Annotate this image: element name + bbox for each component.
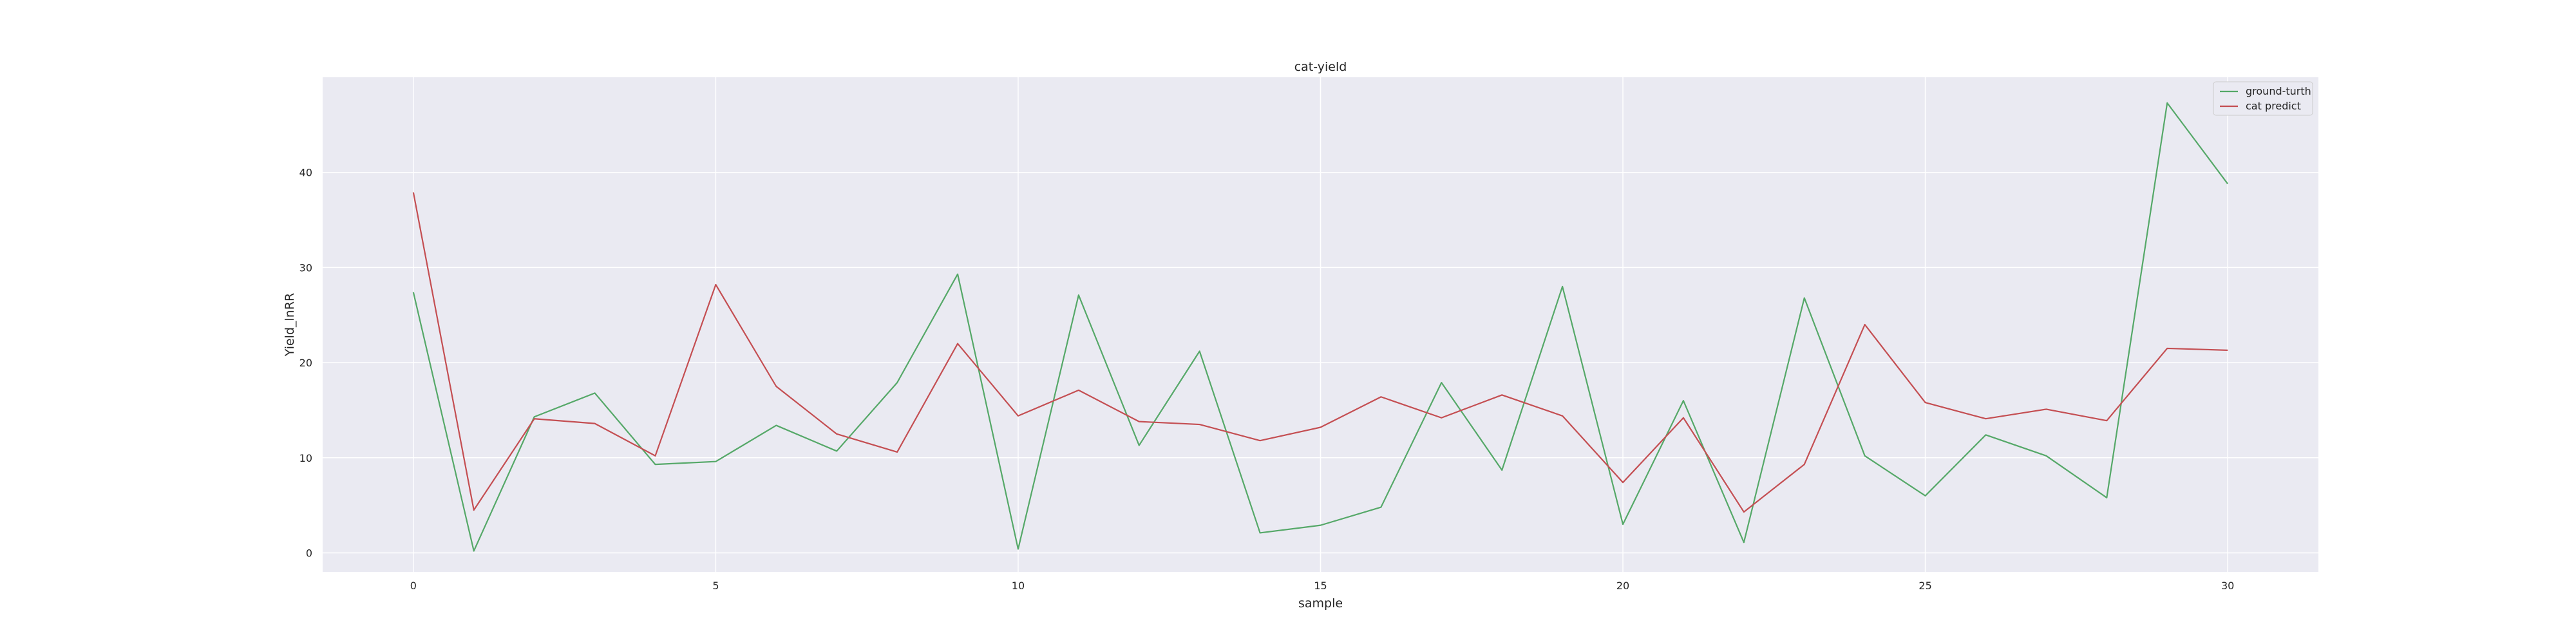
series-layer	[412, 102, 2229, 552]
legend-label-0: ground-turth	[2246, 85, 2311, 97]
x-tick-label: 25	[1918, 580, 1931, 592]
x-tick-label: 5	[712, 580, 719, 592]
x-tick-label: 20	[1616, 580, 1629, 592]
y-tick-label: 20	[299, 357, 312, 369]
x-tick-label: 10	[1012, 580, 1025, 592]
x-axis-label: sample	[1298, 596, 1343, 611]
tick-labels: 0 5 10 15 20 25 30 0 10 20 30 40	[299, 167, 2235, 592]
x-tick-label: 0	[410, 580, 417, 592]
y-tick-label: 40	[299, 167, 312, 179]
grid-lines	[323, 77, 2318, 572]
y-axis-label: Yield_lnRR	[283, 293, 297, 357]
legend-box	[2213, 81, 2313, 116]
y-tick-label: 30	[299, 261, 312, 274]
legend: ground-turth cat predict	[2213, 81, 2313, 116]
y-tick-label: 10	[299, 452, 312, 464]
x-tick-label: 15	[1314, 580, 1327, 592]
y-tick-label: 0	[306, 547, 312, 559]
series-line-1	[412, 192, 2228, 513]
series-line-0	[412, 102, 2229, 552]
legend-label-1: cat predict	[2246, 100, 2301, 112]
x-tick-label: 30	[2221, 580, 2234, 592]
chart-title: cat-yield	[1294, 60, 1347, 74]
